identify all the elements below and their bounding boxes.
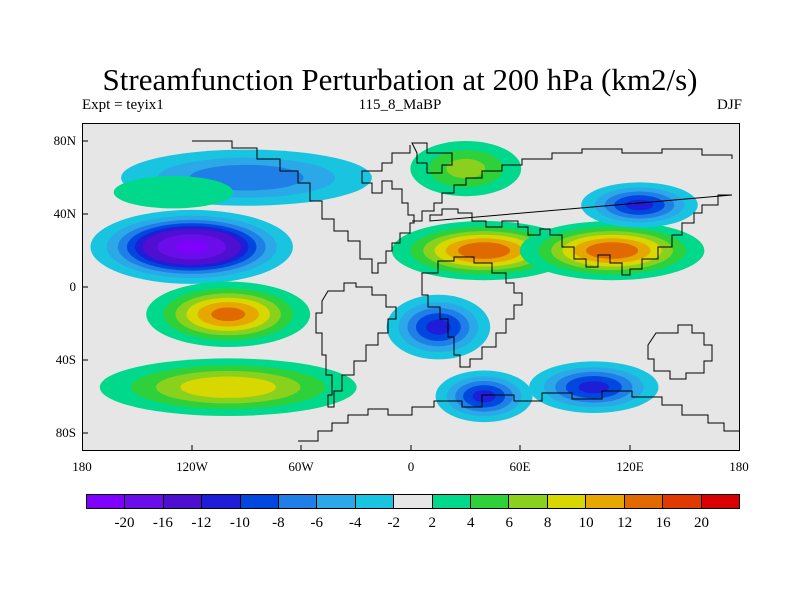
y-tick-80s: 80S xyxy=(55,425,76,440)
contour-band-7-12 xyxy=(211,307,246,322)
contour-band-11-m10 xyxy=(578,381,610,394)
coastline-australia xyxy=(647,324,713,380)
contour-band-4-12 xyxy=(586,242,639,259)
colorbar-swatch-13 xyxy=(586,495,625,508)
coastline-antarctica xyxy=(298,390,740,442)
contour-band-8-8 xyxy=(180,376,276,398)
y-tick-equator: 0 xyxy=(69,279,77,294)
period-label: 115_8_MaBP xyxy=(358,97,442,113)
contour-band-5-6 xyxy=(446,158,486,179)
experiment-label: Expt = teyix1 xyxy=(82,97,164,113)
contour-band-9-m10 xyxy=(426,319,451,335)
colorbar-label: 16 xyxy=(655,515,671,531)
colorbar-label: 20 xyxy=(694,515,709,531)
season-label: DJF xyxy=(716,97,742,113)
colorbar-label: 10 xyxy=(578,515,594,531)
coastline-north-america xyxy=(192,140,415,274)
figure-title: Streamfunction Perturbation at 200 hPa (… xyxy=(102,62,698,97)
colorbar-swatch-3 xyxy=(202,495,241,508)
colorbar-label: -10 xyxy=(229,515,250,531)
colorbar-swatch-16 xyxy=(701,495,739,508)
contour-fill-layer xyxy=(90,141,705,423)
colorbar-swatch-12 xyxy=(547,495,587,508)
colorbar-label: -6 xyxy=(310,515,324,531)
y-tick-40n: 40N xyxy=(53,206,76,221)
x-tick-180-east: 180 xyxy=(729,459,749,474)
coastline-greenland xyxy=(411,142,453,174)
y-tick-80n: 80N xyxy=(53,133,76,148)
contour-band-0-m20 xyxy=(175,240,208,253)
x-tick-120w: 120W xyxy=(176,459,208,474)
coastline-layer xyxy=(192,140,740,442)
colorbar-swatch-14 xyxy=(624,495,664,508)
coastline-africa xyxy=(421,256,523,368)
x-tick-120e: 120E xyxy=(616,459,644,474)
coastline-eurasia xyxy=(412,148,733,276)
x-tick-180-west: 180 xyxy=(72,459,92,474)
x-tick-0: 0 xyxy=(407,459,415,474)
colorbar-swatch-8 xyxy=(394,495,433,508)
colorbar-label: -16 xyxy=(152,515,173,531)
colorbar-label: -20 xyxy=(114,515,135,531)
colorbar-label: -8 xyxy=(272,515,285,531)
colorbar-swatch-2 xyxy=(163,495,203,508)
contour-band-3-12 xyxy=(458,242,511,259)
colorbar-label: 2 xyxy=(428,515,436,531)
y-tick-40s: 40S xyxy=(55,352,76,367)
colorbar-swatch-0 xyxy=(87,495,126,508)
streamfunction-map xyxy=(82,123,740,451)
colorbar-swatch-15 xyxy=(663,495,702,508)
colorbar-label: 4 xyxy=(466,515,475,531)
colorbar-swatch-10 xyxy=(471,495,510,508)
contour-band-10-m10 xyxy=(472,390,496,403)
colorbar-swatch-4 xyxy=(240,495,280,508)
coastline-south-america xyxy=(315,282,397,408)
x-tick-60w: 60W xyxy=(288,459,314,474)
colorbar-label: -12 xyxy=(191,515,212,531)
colorbar-swatch-1 xyxy=(125,495,164,508)
colorbar-swatch-7 xyxy=(355,495,395,508)
axis-ticks xyxy=(82,140,631,451)
colorbar-swatch-11 xyxy=(509,495,548,508)
colorbar-swatch-9 xyxy=(432,495,472,508)
colorbar-label: -2 xyxy=(387,515,401,531)
contour-band-2-2 xyxy=(113,176,234,209)
colorbar-swatch-6 xyxy=(317,495,356,508)
colorbar-label: 8 xyxy=(543,515,552,531)
colorbar-label: 12 xyxy=(617,515,633,531)
contour-band-6-m10 xyxy=(625,199,654,211)
x-tick-60e: 60E xyxy=(509,459,531,474)
colorbar-label: 6 xyxy=(505,515,513,531)
colorbar-label: -4 xyxy=(349,515,362,531)
colorbar-swatch-5 xyxy=(279,495,318,508)
colorbar xyxy=(86,494,740,509)
